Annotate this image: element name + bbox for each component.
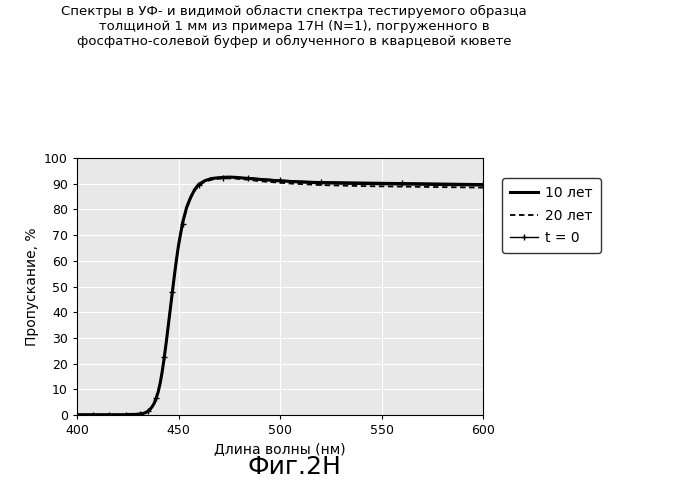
t = 0 (438, 180, 447, 186)
Text: Фиг.2H: Фиг.2H (247, 455, 341, 479)
t = 0 (170, 272, 178, 278)
t = 0 (134, 411, 142, 417)
t = 0 (158, 369, 167, 374)
20 лет (438, 184, 447, 190)
10 лет (158, 369, 167, 374)
10 лет (170, 272, 178, 278)
20 лет (142, 410, 150, 415)
10 лет (438, 182, 447, 188)
Line: 20 лет: 20 лет (77, 178, 483, 414)
Text: Спектры в УФ- и видимой области спектра тестируемого образца
толщиной 1 мм из пр: Спектры в УФ- и видимой области спектра … (61, 5, 527, 48)
10 лет (142, 410, 150, 415)
20 лет (219, 175, 228, 181)
20 лет (170, 272, 178, 278)
t = 0 (225, 174, 234, 180)
10 лет (225, 174, 234, 180)
t = 0 (73, 412, 81, 417)
20 лет (316, 182, 325, 188)
20 лет (134, 411, 142, 417)
t = 0 (479, 181, 487, 187)
10 лет (479, 182, 487, 188)
X-axis label: Длина волны (нм): Длина волны (нм) (214, 443, 346, 456)
10 лет (316, 180, 325, 186)
20 лет (479, 185, 487, 191)
t = 0 (316, 179, 325, 185)
10 лет (73, 412, 81, 417)
20 лет (158, 369, 167, 374)
t = 0 (142, 410, 150, 415)
10 лет (134, 411, 142, 417)
Line: t = 0: t = 0 (74, 174, 486, 417)
Line: 10 лет: 10 лет (77, 177, 483, 414)
Legend: 10 лет, 20 лет, t = 0: 10 лет, 20 лет, t = 0 (502, 178, 601, 253)
20 лет (73, 412, 81, 417)
Y-axis label: Пропускание, %: Пропускание, % (25, 227, 38, 346)
